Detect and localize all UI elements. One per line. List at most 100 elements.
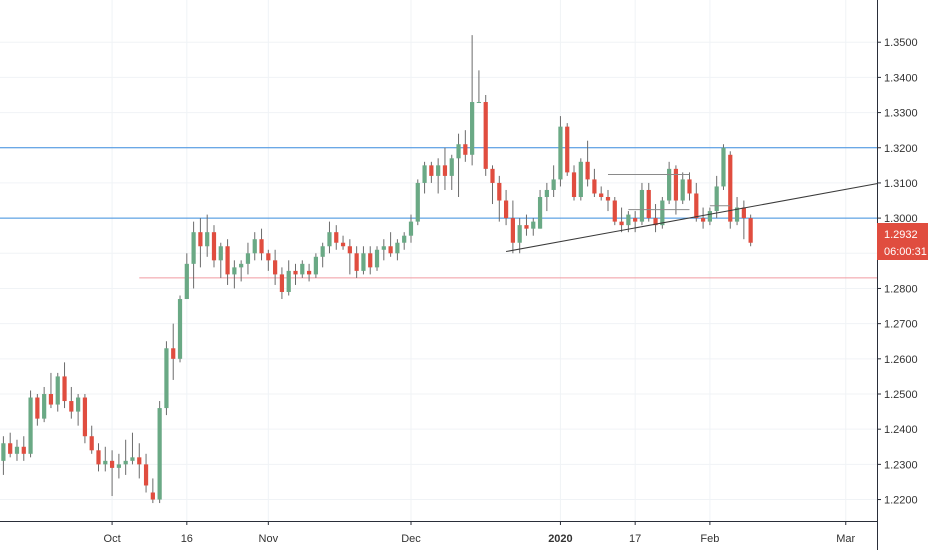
y-axis-ticks: 1.2200 1.2300 1.2400 1.2500 1.2600 1.2700 1.28… [877,37,918,507]
candle-body [96,450,101,465]
y-tick-label: 1.2800 [884,283,918,295]
candle-body [123,460,128,465]
candle-body [300,263,305,275]
candle-body [137,457,142,465]
candle-body [694,193,699,219]
candle-body [232,267,237,275]
candle-body [150,492,155,500]
x-tick-label: Nov [259,533,279,545]
candle-body [225,246,230,275]
candle-body [599,193,604,198]
y-tick-label: 1.3200 [884,143,918,155]
candle-body [402,235,407,243]
candle-body [368,253,373,268]
candle-body [605,197,611,201]
candle-body [646,189,651,219]
candle-body [544,189,549,198]
countdown-label: 06:00:31 [884,246,927,258]
candle-body [157,408,162,500]
candle-body [734,207,740,222]
y-tick-label: 1.2500 [884,389,918,401]
candle-body [14,446,20,454]
candle-body [653,218,658,226]
candle-body [218,246,223,261]
candle-body [35,397,40,419]
candle-body [69,401,74,412]
candle-body [476,102,482,104]
candle-body [184,263,189,300]
candle-body [680,179,685,201]
candle-body [612,200,617,222]
candle-body [436,165,441,176]
candle-body [313,256,318,275]
candle-body [8,443,13,454]
candle-body [130,457,135,461]
candle-body [558,126,563,180]
candle-body [198,232,203,247]
drawings[interactable] [506,173,878,253]
candle-body [82,397,88,437]
candle-body [728,154,733,222]
candle-body [503,200,509,219]
candle-body [524,225,529,229]
candle-body [42,394,47,419]
candle-body [103,460,108,465]
candle-body [266,253,271,261]
candle-body [660,200,665,226]
candle-body [517,225,522,243]
candle-body [585,161,590,180]
candle-body [463,144,468,155]
x-tick-label: Mar [836,533,855,545]
x-axis-ticks: Oct 16 Nov Dec 2020 17 Feb Mar [104,521,856,545]
candle-body [490,168,495,183]
candle-body [191,232,196,264]
candle-body [361,253,366,271]
candle-body [578,161,583,198]
y-tick-label: 1.3300 [884,108,918,120]
x-tick-label: 17 [629,533,641,545]
candle-body [21,446,26,454]
y-tick-label: 1.3100 [884,178,918,190]
candle-body [245,253,251,264]
candle-body [374,249,380,268]
y-tick-label: 1.2700 [884,319,918,331]
candle-body [551,179,556,190]
y-tick-label: 1.3000 [884,213,918,225]
x-tick-label: 2020 [548,533,572,545]
y-tick-label: 1.3400 [884,72,918,84]
x-tick-label: Dec [401,533,421,545]
candle-body [510,218,515,243]
candle-body [470,102,475,155]
candle-body [89,436,94,451]
candle-body [667,168,672,201]
candle-body [592,179,597,194]
candle-body [415,182,420,222]
y-tick-label: 1.2600 [884,354,918,366]
candle-body [442,165,448,176]
x-tick-label: 16 [181,533,193,545]
candle-body [320,246,325,257]
candle-body [164,348,169,409]
candle-body [273,260,278,275]
candle-body [1,443,6,461]
candle-body [327,232,332,247]
candle-body [340,242,346,247]
candle-body [408,221,414,236]
candle-body [252,239,257,254]
candle-body [741,207,746,219]
y-tick-label: 1.2400 [884,424,918,436]
candle-body [571,172,577,198]
candle-body [205,232,210,247]
candle-body [721,147,726,187]
x-tick-label: Oct [104,533,121,545]
y-tick-label: 1.2300 [884,459,918,471]
candle-body [456,144,461,159]
grid [0,0,877,521]
candle-body [639,189,645,222]
candle-body [62,376,67,402]
candle-body [381,246,386,250]
candle-body [687,179,692,194]
candle-body [279,274,285,292]
candle-body [306,270,312,275]
